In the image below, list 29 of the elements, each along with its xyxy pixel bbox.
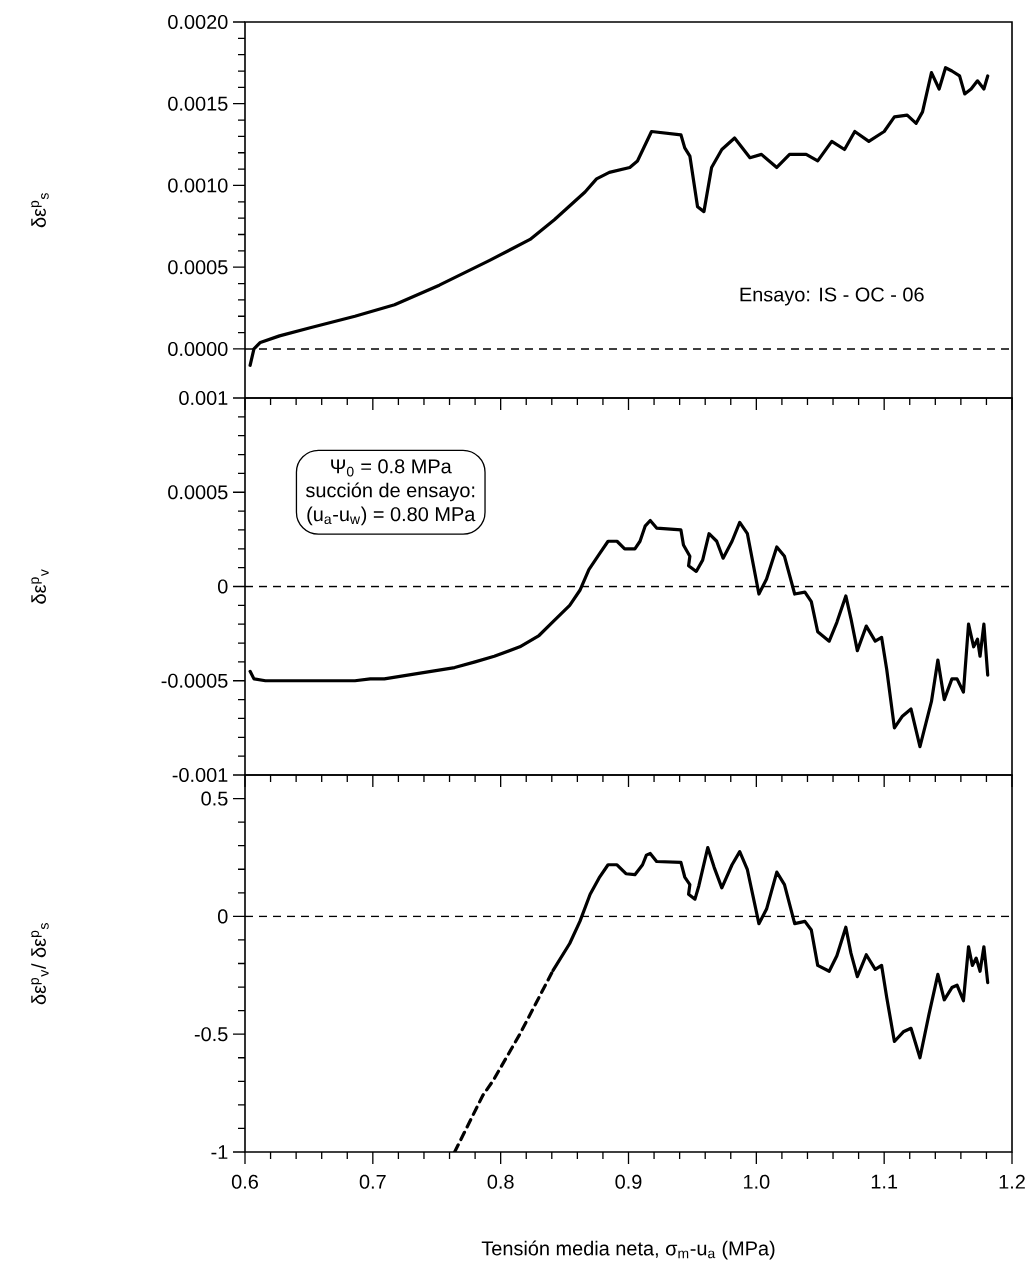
y-tick-label: -0.5 xyxy=(194,1027,228,1042)
y-tick-label: -0.0005 xyxy=(161,673,228,688)
y-tick-label: 0 xyxy=(218,909,228,924)
x-tick-label: 1.0 xyxy=(744,1174,770,1189)
y-tick-label: 0.0005 xyxy=(168,485,228,500)
y-tick-label: -0.001 xyxy=(172,767,228,783)
y-axis-title: δε$^{p}$s xyxy=(31,193,49,228)
y-tick-label: 0.0020 xyxy=(168,14,228,30)
x-tick-label: 0.6 xyxy=(231,1174,258,1189)
y-tick-label: -1 xyxy=(211,1145,228,1159)
x-tick-label: 0.7 xyxy=(359,1174,386,1189)
x-tick-label: 0.8 xyxy=(487,1174,514,1189)
y-axis-title: δε$^{p}$v xyxy=(31,569,49,604)
y-tick-label: 0.001 xyxy=(179,390,228,406)
y-tick-label: 0.0000 xyxy=(168,341,228,356)
annotation: succión de ensayo: xyxy=(306,482,475,502)
y-axis-title: δε$^{p}$$_{v}$/ δε$^{p}$s xyxy=(31,923,49,1005)
x-tick-label: 1.2 xyxy=(999,1174,1025,1189)
x-tick-label: 1.1 xyxy=(871,1174,898,1189)
annotation: (u$_{a}$-u$_{w}$) = 0.80 MPa xyxy=(307,506,476,526)
annotation: Ensayo: IS - OC - 06 xyxy=(740,287,924,306)
y-tick-label: 0.5 xyxy=(201,791,228,806)
x-axis-title: Tensión media neta, σ$_{m}$-u$_{a}$ (MPa) xyxy=(481,1240,775,1260)
y-tick-label: 0.0015 xyxy=(168,96,228,111)
x-tick-label: 0.9 xyxy=(615,1174,642,1189)
annotation: Ψ$_{0}$ = 0.8 MPa xyxy=(331,459,452,477)
y-tick-label: 0.0010 xyxy=(168,178,228,193)
y-tick-label: 0.0005 xyxy=(168,260,228,275)
y-tick-label: 0 xyxy=(218,579,228,594)
